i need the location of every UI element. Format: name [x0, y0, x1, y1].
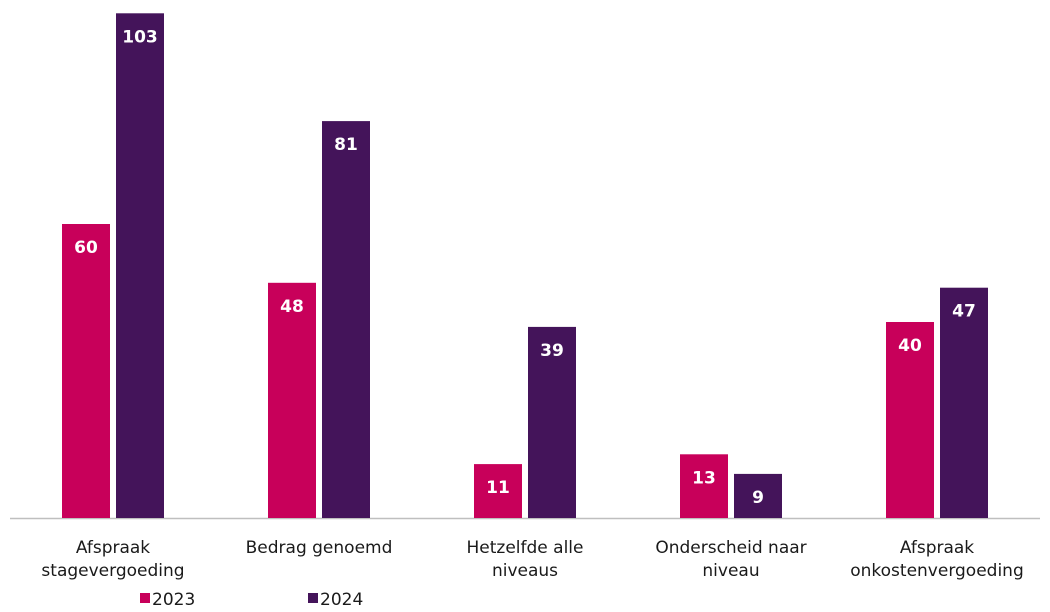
bar-2024-2 — [528, 326, 576, 518]
value-label-2023-1: 48 — [280, 297, 304, 317]
category-label-1-line-0: Bedrag genoemd — [246, 538, 393, 558]
value-label-2023-3: 13 — [692, 468, 716, 488]
legend-label-2023: 2023 — [152, 590, 195, 610]
value-label-2024-3: 9 — [752, 488, 764, 508]
bar-2023-4 — [886, 322, 934, 518]
category-label-4-line-0: Afspraak — [900, 538, 974, 558]
category-label-2-line-0: Hetzelfde alle — [467, 538, 584, 558]
category-label-2-line-1: niveaus — [492, 561, 558, 581]
bar-2023-1 — [268, 282, 316, 518]
bar-2024-0 — [116, 13, 164, 519]
value-label-2023-0: 60 — [74, 238, 98, 258]
bar-2023-3 — [680, 454, 728, 518]
category-labels-group: Afspraak stagevergoeding Bedrag genoemd Het… — [41, 538, 1023, 581]
bar-2023-0 — [62, 224, 110, 518]
value-label-2024-2: 39 — [540, 341, 564, 361]
bars-group — [62, 13, 988, 519]
legend-label-2024: 2024 — [320, 590, 363, 610]
bar-2024-4 — [940, 287, 988, 518]
category-label-4-line-1: onkostenvergoeding — [850, 561, 1024, 581]
value-label-2024-4: 47 — [952, 302, 976, 322]
category-label-0-line-1: stagevergoeding — [41, 561, 184, 581]
value-labels-group: 60 103 48 81 11 39 13 9 40 47 — [74, 27, 976, 508]
legend-swatch-2024 — [308, 593, 318, 603]
value-label-2024-0: 103 — [122, 27, 158, 47]
value-label-2023-4: 40 — [898, 336, 922, 356]
category-label-0-line-0: Afspraak — [76, 538, 150, 558]
category-label-3-line-1: niveau — [702, 561, 759, 581]
value-label-2023-2: 11 — [486, 478, 510, 498]
category-label-3-line-0: Onderscheid naar — [655, 538, 806, 558]
legend-swatch-2023 — [140, 593, 150, 603]
bar-2024-3 — [734, 473, 782, 518]
bar-2023-2 — [474, 464, 522, 518]
bar-2024-1 — [322, 121, 370, 518]
legend: 2023 2024 — [140, 590, 363, 610]
value-label-2024-1: 81 — [334, 135, 358, 155]
